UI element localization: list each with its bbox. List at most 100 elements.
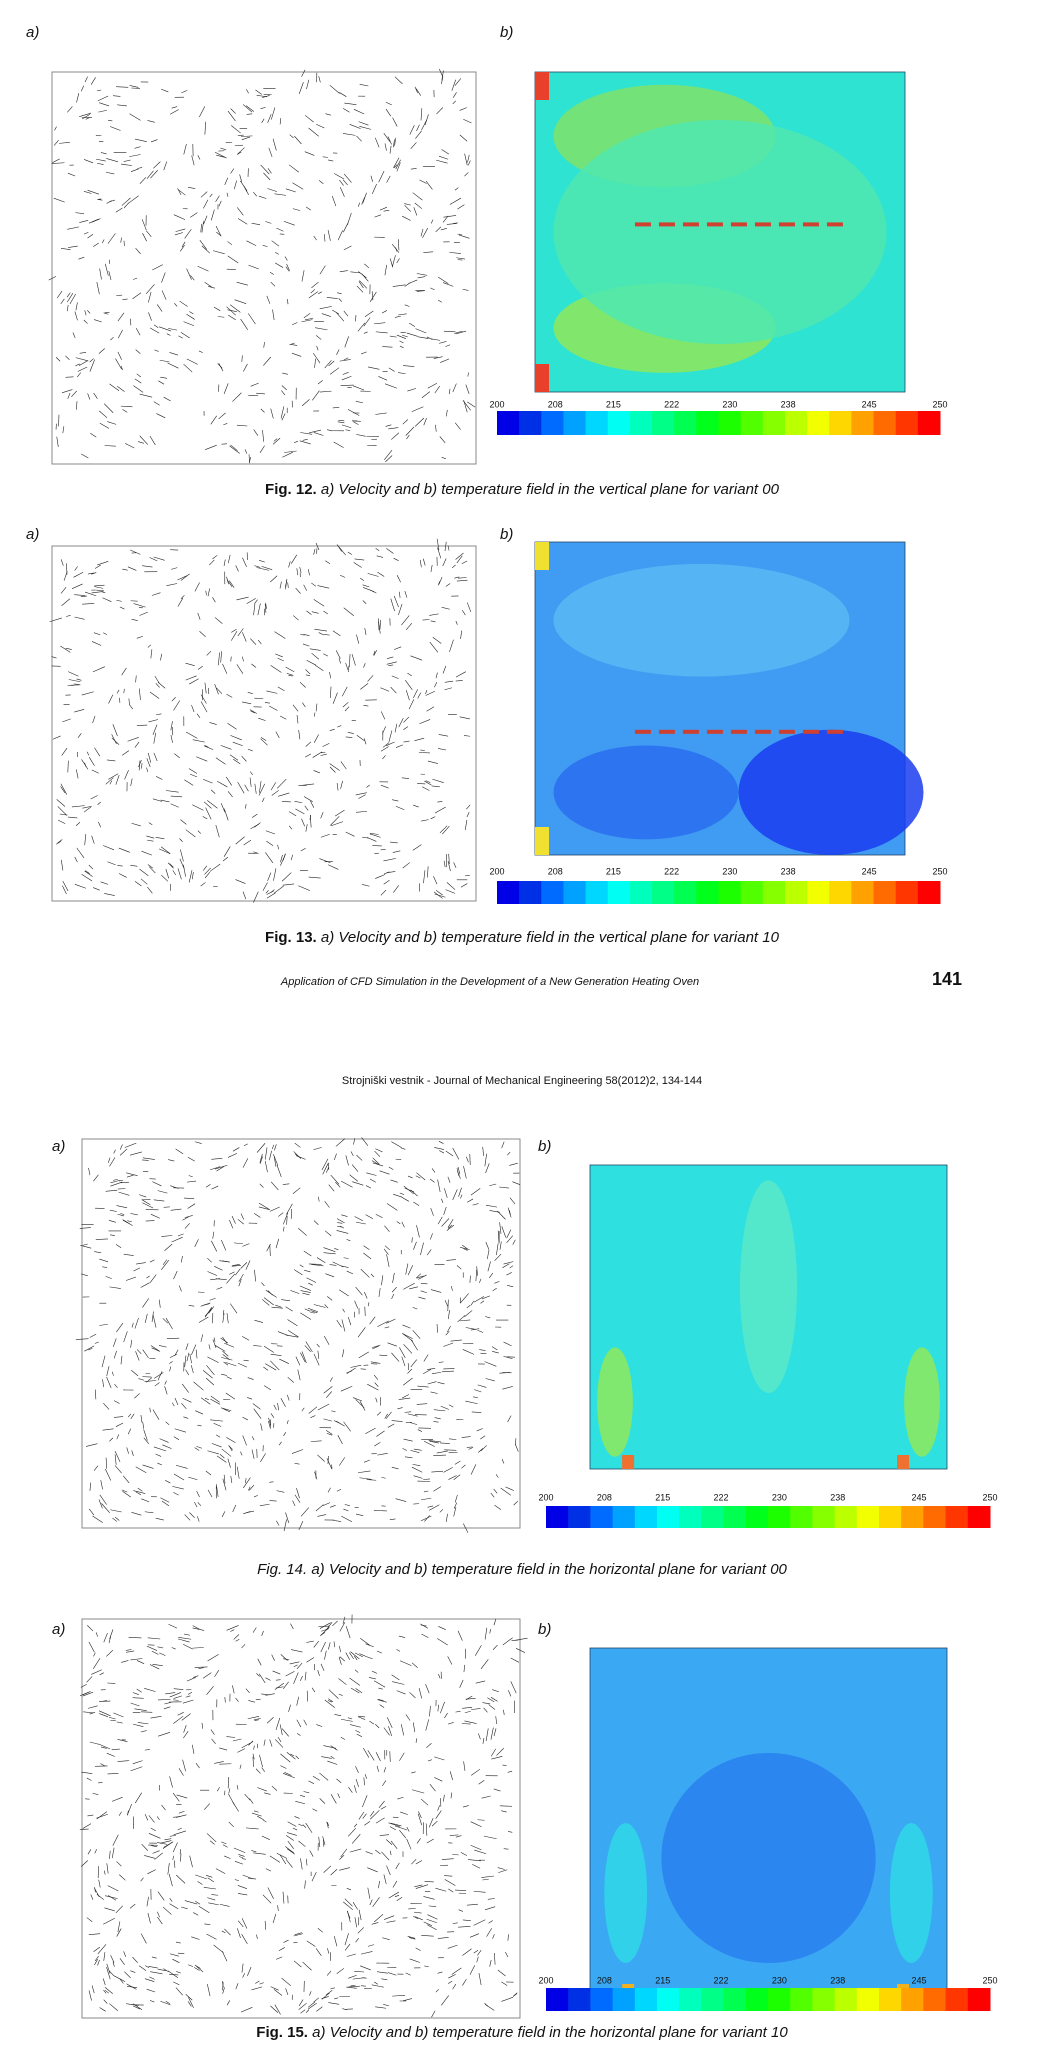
velocity-vector <box>256 1673 260 1677</box>
velocity-vector <box>200 701 208 713</box>
velocity-vector <box>294 1269 303 1276</box>
velocity-vector <box>164 1702 172 1705</box>
velocity-vector <box>204 872 211 879</box>
velocity-vector <box>369 832 379 835</box>
velocity-vector <box>346 1986 357 1989</box>
velocity-vector <box>288 164 300 173</box>
velocity-vector <box>168 1623 178 1629</box>
velocity-vector <box>169 1361 173 1364</box>
colorbar-segment <box>568 1988 591 2011</box>
velocity-vector <box>493 1618 497 1626</box>
velocity-vector <box>117 104 127 107</box>
velocity-vector <box>208 1902 219 1906</box>
velocity-vector <box>130 168 139 172</box>
velocity-vector <box>463 118 472 124</box>
velocity-vector <box>136 1349 142 1355</box>
velocity-vector <box>424 1965 429 1968</box>
velocity-vector <box>505 1486 514 1491</box>
velocity-vector <box>76 678 82 681</box>
velocity-vector <box>488 1920 493 1924</box>
velocity-vector <box>481 1295 491 1300</box>
velocity-vector <box>140 878 148 885</box>
velocity-vector <box>254 1719 260 1721</box>
velocity-vector <box>334 173 345 180</box>
velocity-vector <box>380 711 386 720</box>
velocity-vector <box>460 1852 468 1856</box>
velocity-vector <box>254 783 257 794</box>
velocity-vector <box>287 1832 297 1836</box>
velocity-vector <box>474 1296 485 1303</box>
velocity-vector <box>402 1377 413 1386</box>
velocity-vector <box>312 1808 318 1812</box>
velocity-vector <box>159 326 172 332</box>
velocity-vector <box>293 1933 304 1937</box>
colorbar-segment <box>634 1988 658 2011</box>
velocity-vector <box>363 704 369 707</box>
velocity-vector <box>84 834 87 846</box>
velocity-vector <box>204 282 212 288</box>
velocity-vector <box>237 134 244 136</box>
velocity-vector <box>435 226 442 233</box>
velocity-vector <box>215 1868 226 1874</box>
velocity-vector <box>437 1382 445 1385</box>
velocity-vector <box>374 1981 379 1985</box>
velocity-vector <box>495 1474 499 1478</box>
velocity-vector <box>238 1279 242 1287</box>
velocity-vector <box>367 1944 375 1947</box>
velocity-vector <box>123 688 125 694</box>
velocity-vector <box>316 123 325 129</box>
velocity-vector <box>127 1803 132 1815</box>
velocity-vector <box>345 1625 351 1639</box>
velocity-vector <box>348 1316 352 1326</box>
velocity-vector <box>385 108 391 117</box>
velocity-vector <box>306 659 317 666</box>
velocity-vector <box>433 1486 442 1492</box>
velocity-vector <box>336 1319 342 1328</box>
velocity-vector <box>320 1641 326 1653</box>
velocity-vector <box>372 1344 381 1348</box>
velocity-vector <box>441 457 447 459</box>
velocity-vector <box>233 1847 246 1853</box>
velocity-vector <box>315 327 328 331</box>
velocity-vector <box>154 349 159 352</box>
velocity-vector <box>137 1487 143 1492</box>
velocity-vector <box>138 760 141 771</box>
velocity-vector <box>359 1477 372 1480</box>
velocity-vector <box>300 432 313 435</box>
velocity-vector <box>473 1396 479 1399</box>
velocity-vector <box>354 1971 365 1973</box>
colorbar-segment <box>701 1988 725 2011</box>
velocity-vector <box>394 1894 400 1898</box>
velocity-vector <box>472 1203 479 1206</box>
velocity-vector <box>354 558 365 561</box>
velocity-vector <box>367 573 379 577</box>
velocity-vector <box>160 88 169 93</box>
velocity-vector <box>335 1181 341 1188</box>
velocity-vector <box>353 109 365 115</box>
velocity-vector <box>90 433 97 438</box>
velocity-vector <box>301 1351 307 1364</box>
velocity-vector <box>372 1162 384 1167</box>
velocity-vector <box>241 355 243 362</box>
velocity-vector <box>106 1649 114 1657</box>
velocity-vector <box>243 1511 251 1515</box>
velocity-vector <box>181 1713 191 1721</box>
velocity-vector <box>117 1760 130 1762</box>
velocity-vector <box>158 1345 167 1348</box>
velocity-vector <box>183 1416 189 1419</box>
velocity-vector <box>305 741 312 747</box>
velocity-vector <box>426 1743 432 1749</box>
velocity-vector <box>173 1830 187 1836</box>
velocity-vector <box>135 1466 147 1474</box>
velocity-vector <box>271 1654 275 1661</box>
velocity-vector <box>452 1853 459 1856</box>
velocity-vector <box>221 1950 228 1962</box>
velocity-vector <box>384 383 398 389</box>
velocity-vector <box>299 681 306 688</box>
caption-label: Fig. 15. <box>256 2024 308 2041</box>
velocity-vector <box>376 555 384 558</box>
velocity-vector <box>107 1885 119 1892</box>
velocity-vector <box>293 1960 302 1968</box>
velocity-vector <box>467 372 469 377</box>
velocity-vector <box>327 1296 333 1301</box>
